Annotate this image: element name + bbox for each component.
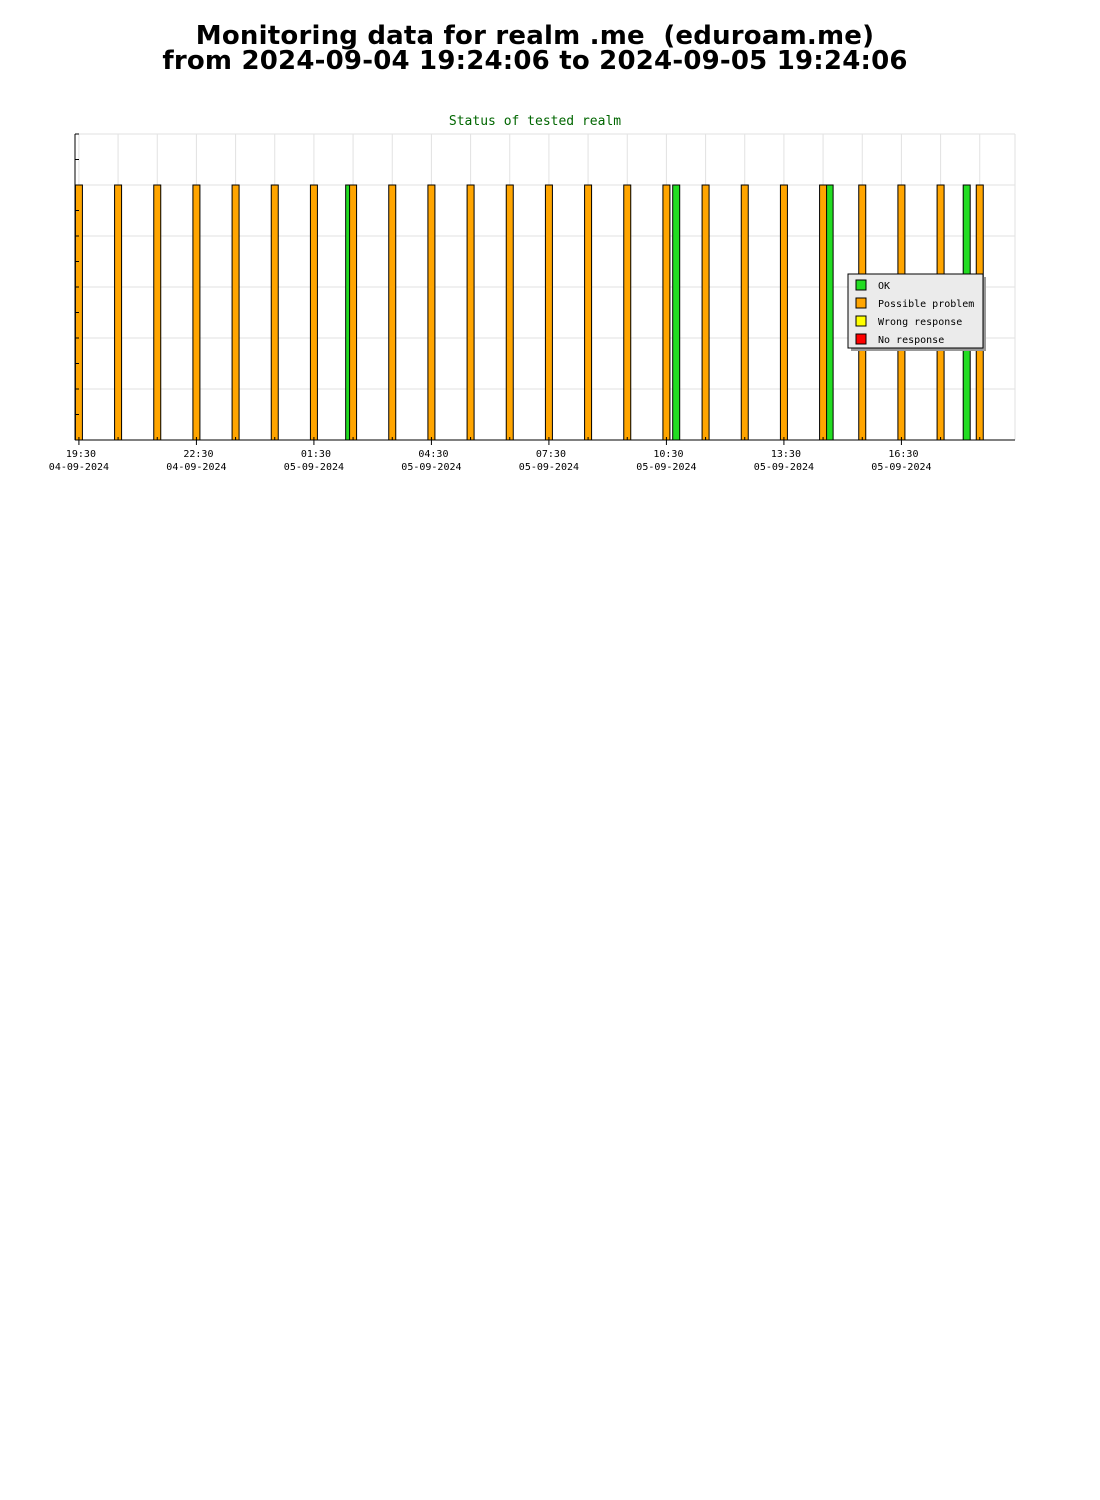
bar-possible-problem — [544, 184, 553, 441]
bar-possible-problem — [779, 184, 788, 441]
chart-title: Status of tested realm — [449, 114, 621, 129]
bar-possible-problem — [153, 184, 162, 441]
bar-possible-problem — [388, 184, 397, 441]
bar-possible-problem — [309, 184, 318, 441]
page-title-line-2: from 2024-09-04 19:24:06 to 2024-09-05 1… — [162, 46, 908, 76]
legend-box — [847, 273, 984, 349]
bar-possible-problem — [466, 184, 475, 441]
x-tick-label-time: 22:30 — [183, 449, 213, 460]
x-tick-label-time: 19:30 — [66, 449, 96, 460]
x-tick-label-time: 04:30 — [418, 449, 448, 460]
chart-axes: 19:30 04-09-2024 22:30 04-09-2024 01:30 05-09… — [49, 133, 1015, 473]
bar-possible-problem — [114, 184, 123, 441]
x-tick-label-date: 05-09-2024 — [519, 462, 579, 473]
legend-label-wrong-response: Wrong response — [878, 317, 962, 328]
bar-possible-problem — [623, 184, 632, 441]
x-tick-label-date: 05-09-2024 — [871, 462, 931, 473]
x-tick-label-time: 16:30 — [888, 449, 918, 460]
bar-possible-problem — [192, 184, 201, 441]
legend-swatch-wrong-response — [855, 315, 867, 327]
x-tick-label-time: 01:30 — [301, 449, 331, 460]
legend-label-possible-problem: Possible problem — [878, 299, 974, 310]
page-title-line-1: Monitoring data for realm .me (eduroam.m… — [195, 21, 875, 51]
bar-possible-problem — [819, 184, 828, 441]
x-tick-label-date: 05-09-2024 — [754, 462, 814, 473]
x-tick-label-time: 10:30 — [653, 449, 683, 460]
x-tick-label-date: 05-09-2024 — [636, 462, 696, 473]
chart-bars — [74, 184, 984, 441]
chart-legend: OK Possible problem Wrong response No respo… — [847, 273, 986, 351]
bar-possible-problem — [270, 184, 279, 441]
legend-label-no-response: No response — [878, 335, 944, 346]
bar-ok — [825, 184, 834, 441]
x-tick-label-date: 05-09-2024 — [401, 462, 461, 473]
x-tick-label-date: 04-09-2024 — [49, 462, 109, 473]
bar-possible-problem — [701, 184, 710, 441]
legend-swatch-ok — [855, 279, 867, 291]
bar-ok — [672, 184, 681, 441]
x-tick-label-time: 13:30 — [771, 449, 801, 460]
bar-possible-problem — [505, 184, 514, 441]
status-chart: Status of tested realm 19:30 04-09-2024 22… — [49, 114, 1016, 473]
legend-swatch-possible-problem — [855, 297, 867, 309]
page-title: Monitoring data for realm .me (eduroam.m… — [0, 21, 1070, 76]
legend-swatch-no-response — [855, 333, 867, 345]
bar-possible-problem — [584, 184, 593, 441]
legend-label-ok: OK — [878, 281, 890, 292]
bar-possible-problem — [349, 184, 358, 441]
x-tick-label-date: 04-09-2024 — [166, 462, 226, 473]
x-tick-label-time: 07:30 — [536, 449, 566, 460]
bar-possible-problem — [662, 184, 671, 441]
bar-possible-problem — [740, 184, 749, 441]
x-tick-label-date: 05-09-2024 — [284, 462, 344, 473]
bar-possible-problem — [231, 184, 240, 441]
bar-possible-problem — [427, 184, 436, 441]
